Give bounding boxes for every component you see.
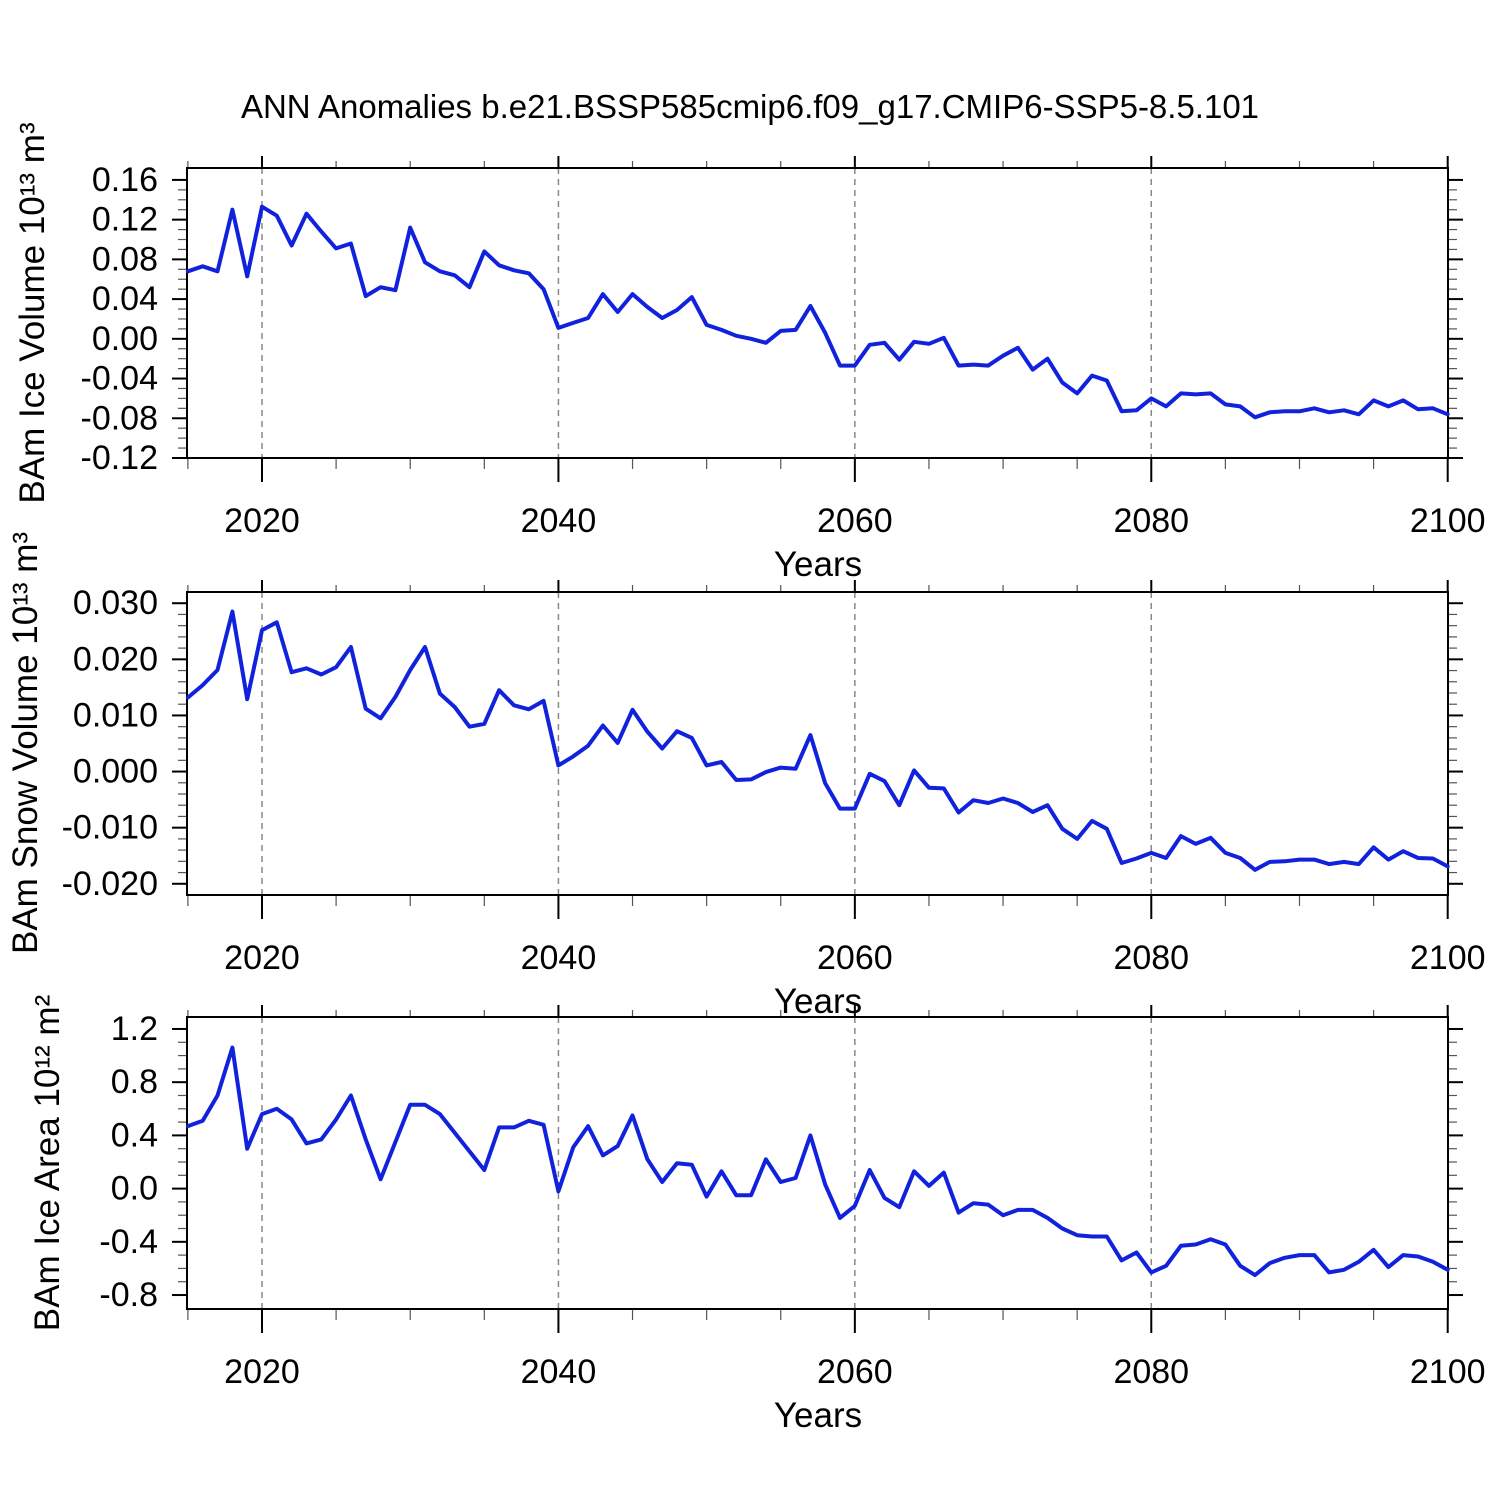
x-tick-label: 2020 <box>224 1353 300 1391</box>
panel3-y-axis-title: BAm Ice Area 10¹² m² <box>28 994 67 1332</box>
y-tick-label: 0.010 <box>73 696 158 734</box>
y-tick-label: 0.8 <box>111 1063 158 1101</box>
y-tick-label: 0.04 <box>92 280 158 318</box>
y-tick-label: -0.4 <box>99 1223 158 1261</box>
y-tick-label: 0.16 <box>92 161 158 199</box>
y-tick-label: 0.08 <box>92 240 158 278</box>
panel-3: 1.2 0.8 0.4 0.0 -0.4 -0.8 2020 2040 2060 2080 2100 <box>99 1005 1486 1391</box>
x-tick-label: 2040 <box>521 502 597 540</box>
plot-frame <box>186 591 1449 896</box>
x-tick-label: 2100 <box>1410 502 1486 540</box>
y-tick-label: -0.020 <box>62 865 158 903</box>
chart-title: ANN Anomalies b.e21.BSSP585cmip6.f09_g17… <box>240 88 1260 125</box>
plot-frame <box>186 167 1449 459</box>
x-tick-label: 2080 <box>1113 502 1189 540</box>
x-tick-label: 2060 <box>817 1353 893 1391</box>
x-tick-label: 2100 <box>1410 1353 1486 1391</box>
panel-2: 0.030 0.020 0.010 0.000 -0.010 -0.020 2020 2040… <box>62 580 1486 977</box>
series-line <box>185 204 1450 420</box>
x-tick-label: 2020 <box>224 939 300 977</box>
y-tick-label: -0.12 <box>81 439 159 477</box>
plot-frame <box>186 1016 1449 1310</box>
y-tick-label: 0.0 <box>111 1170 158 1208</box>
panel-1: 0.160.120.080.040.00-0.04-0.08-0.12 2020 2… <box>81 156 1486 540</box>
y-tick-label: -0.08 <box>81 399 159 437</box>
y-tick-label: -0.04 <box>81 360 159 398</box>
x-tick-label: 2020 <box>224 502 300 540</box>
y-tick-label: -0.8 <box>99 1276 158 1314</box>
series-line <box>185 609 1450 872</box>
panel1-x-axis-title: Years <box>773 545 863 584</box>
y-tick-label: 0.00 <box>92 320 158 358</box>
series-line <box>185 1045 1450 1278</box>
panel1-y-axis-title: BAm Ice Volume 10¹³ m³ <box>13 122 52 504</box>
x-tick-label: 2060 <box>817 502 893 540</box>
panel3-x-axis-title: Years <box>773 1396 863 1435</box>
x-tick-label: 2040 <box>521 939 597 977</box>
panel2-y-axis-title: BAm Snow Volume 10¹³ m³ <box>6 531 45 955</box>
y-tick-label: -0.010 <box>62 809 158 847</box>
y-tick-label: 1.2 <box>111 1010 158 1048</box>
x-tick-label: 2100 <box>1410 939 1486 977</box>
x-tick-label: 2080 <box>1113 1353 1189 1391</box>
y-tick-label: 0.4 <box>111 1116 158 1154</box>
y-tick-label: 0.12 <box>92 201 158 239</box>
x-tick-label: 2060 <box>817 939 893 977</box>
y-tick-label: 0.020 <box>73 640 158 678</box>
x-tick-label: 2080 <box>1113 939 1189 977</box>
y-tick-label: 0.030 <box>73 584 158 622</box>
x-tick-label: 2040 <box>521 1353 597 1391</box>
y-tick-label: 0.000 <box>73 753 158 791</box>
panel2-x-axis-title: Years <box>773 982 863 1021</box>
